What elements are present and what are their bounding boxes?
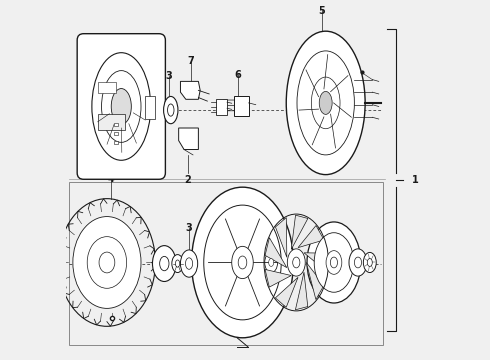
Ellipse shape [160,256,169,271]
Ellipse shape [287,249,305,276]
Polygon shape [275,217,287,257]
Ellipse shape [180,250,197,277]
Ellipse shape [101,71,141,142]
Ellipse shape [326,251,342,274]
Polygon shape [179,128,198,149]
Polygon shape [265,269,291,287]
Ellipse shape [204,205,281,320]
Ellipse shape [314,233,354,292]
Ellipse shape [293,257,300,268]
Ellipse shape [307,222,361,303]
Polygon shape [265,238,287,267]
Ellipse shape [238,256,247,269]
Ellipse shape [265,252,278,273]
Ellipse shape [164,96,178,124]
Bar [216,99,227,115]
Ellipse shape [368,258,372,266]
Polygon shape [291,215,308,249]
Bar [69,182,383,345]
Text: 7: 7 [188,55,195,66]
Ellipse shape [92,53,151,160]
FancyBboxPatch shape [77,34,166,179]
Ellipse shape [168,104,174,116]
Ellipse shape [152,246,176,282]
Polygon shape [298,225,324,248]
Bar [114,140,118,144]
Bar [114,132,118,135]
Polygon shape [304,253,327,272]
Bar [98,114,125,130]
Polygon shape [295,272,308,310]
Ellipse shape [269,258,274,266]
Ellipse shape [286,31,365,175]
Ellipse shape [111,89,131,125]
Text: 3: 3 [166,71,172,81]
Text: 6: 6 [234,69,241,80]
Text: 3: 3 [186,224,193,233]
Bar [114,123,118,126]
Polygon shape [180,81,200,99]
Text: 1: 1 [412,175,418,185]
Ellipse shape [319,91,332,114]
Bar [145,96,155,119]
Polygon shape [306,262,324,300]
Ellipse shape [175,260,180,267]
Ellipse shape [99,252,115,273]
Ellipse shape [232,246,253,279]
Ellipse shape [349,249,367,276]
Ellipse shape [354,257,362,268]
Ellipse shape [330,257,338,268]
Ellipse shape [186,258,193,269]
Ellipse shape [192,187,294,338]
Ellipse shape [311,77,340,129]
Ellipse shape [172,255,183,273]
Bar [98,82,116,93]
Ellipse shape [87,237,126,288]
Polygon shape [275,277,298,307]
Ellipse shape [297,51,354,155]
Ellipse shape [364,252,376,273]
Bar [234,96,248,116]
Text: 2: 2 [184,175,191,185]
Text: 5: 5 [318,6,325,16]
Text: 4: 4 [107,174,114,184]
Ellipse shape [73,217,141,309]
